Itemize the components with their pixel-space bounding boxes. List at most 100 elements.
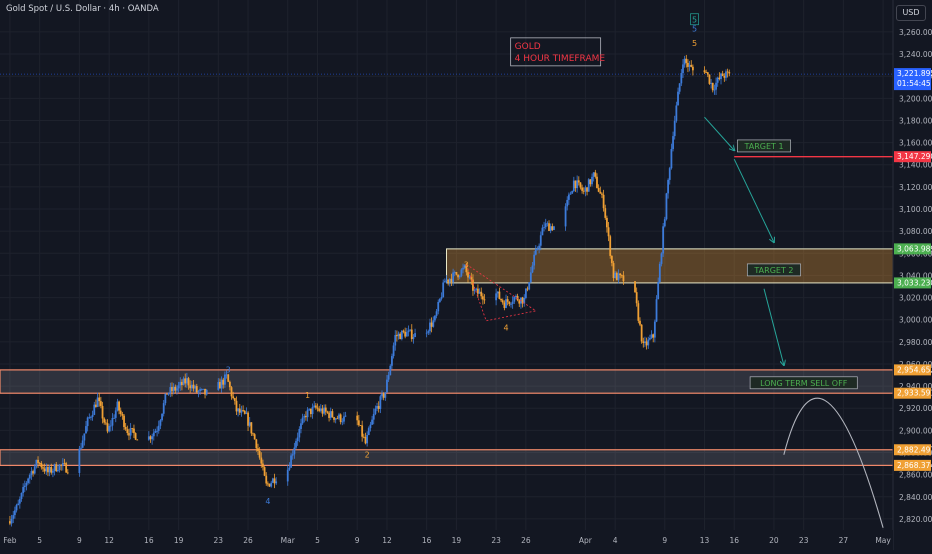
- candle-body: [457, 274, 459, 278]
- candle-body: [377, 406, 380, 409]
- target-label: LONG TERM SELL OFF: [760, 379, 848, 388]
- y-tick-label: 2,840.000: [899, 493, 932, 502]
- candle-body: [55, 464, 58, 472]
- candle-body: [15, 505, 18, 511]
- candle-body: [33, 466, 36, 474]
- candle-body: [412, 337, 415, 340]
- candle-body: [331, 411, 334, 418]
- candle-body: [668, 168, 671, 180]
- candle-body: [660, 253, 663, 264]
- candle-body: [427, 331, 430, 333]
- candle-body: [723, 75, 726, 78]
- candle-body: [460, 269, 463, 276]
- candle-body: [159, 420, 162, 426]
- candle-body: [472, 279, 474, 291]
- candle-body: [510, 303, 512, 305]
- candle-body: [667, 179, 669, 194]
- candle-body: [710, 82, 712, 84]
- candle-body: [480, 291, 483, 297]
- candle-body: [204, 388, 206, 395]
- candles: [9, 54, 731, 527]
- projection-arrow: [763, 288, 784, 365]
- candle-body: [677, 91, 679, 106]
- currency-button[interactable]: USD: [896, 5, 926, 21]
- candle-body: [606, 217, 608, 228]
- candle-body: [263, 467, 266, 476]
- candle-body: [364, 437, 367, 444]
- candle-body: [395, 335, 398, 337]
- y-tick-label: 2,940.000: [899, 382, 932, 391]
- x-tick-label: 26: [521, 536, 531, 545]
- candle-body: [650, 334, 653, 338]
- candle-body: [58, 464, 61, 471]
- x-tick-label: 5: [37, 536, 42, 545]
- candle-body: [400, 330, 403, 340]
- candle-body: [577, 180, 580, 183]
- x-tick-label: 5: [315, 536, 320, 545]
- candle-body: [265, 475, 268, 484]
- candle-body: [252, 433, 254, 435]
- price-label-bg: [894, 277, 931, 289]
- candle-body: [357, 420, 360, 426]
- candle-body: [617, 273, 620, 281]
- x-tick-label: 12: [104, 536, 114, 545]
- candle-body: [99, 401, 102, 406]
- candle-body: [728, 72, 731, 74]
- candle-body: [38, 462, 41, 464]
- candle-body: [670, 149, 673, 169]
- candle-body: [22, 487, 25, 493]
- y-tick-label: 3,000.000: [899, 316, 932, 325]
- candle-body: [662, 226, 665, 254]
- candle-body: [685, 58, 688, 63]
- candle-body: [301, 417, 304, 424]
- candle-body: [323, 407, 326, 414]
- wave-label: 5: [692, 39, 697, 48]
- candle-body: [65, 463, 68, 473]
- candle-body: [171, 387, 173, 392]
- candle-body: [187, 378, 190, 386]
- candle-body: [438, 298, 441, 302]
- candle-body: [539, 235, 542, 246]
- candle-body: [205, 389, 208, 395]
- candle-body: [339, 414, 342, 422]
- candle-body: [23, 485, 26, 488]
- candle-body: [227, 374, 230, 382]
- y-tick-label: 2,820.000: [899, 515, 932, 524]
- projection-arrow: [733, 158, 774, 242]
- candle-body: [296, 437, 299, 442]
- candle-body: [154, 431, 157, 433]
- candle-body: [582, 190, 585, 192]
- candle-body: [703, 70, 706, 73]
- candle-body: [642, 341, 645, 344]
- candle-body: [500, 298, 502, 301]
- candle-body: [96, 397, 99, 407]
- y-tick-label: 3,140.000: [899, 161, 932, 170]
- candle-body: [156, 430, 159, 432]
- candle-body: [381, 393, 383, 397]
- y-tick-label: 3,240.000: [899, 50, 932, 59]
- candle-body: [190, 384, 193, 389]
- candle-body: [708, 74, 711, 84]
- price-label-text: 3,147.290: [897, 152, 932, 161]
- candle-body: [128, 433, 130, 436]
- candle-body: [452, 272, 455, 283]
- candle-body: [690, 64, 693, 67]
- price-label-text: 2,882.497: [897, 445, 932, 454]
- candle-body: [262, 463, 264, 468]
- x-tick-label: 19: [174, 536, 184, 545]
- candle-body: [232, 396, 235, 399]
- candle-body: [405, 332, 408, 337]
- candle-body: [394, 335, 397, 346]
- candle-body: [10, 518, 13, 524]
- candle-body: [716, 77, 719, 83]
- candle-body: [435, 311, 438, 316]
- y-tick-label: 3,120.000: [899, 183, 932, 192]
- wave-label: 4: [503, 323, 508, 332]
- x-tick-label: Apr: [579, 536, 593, 545]
- candle-body: [586, 187, 588, 192]
- candle-body: [387, 375, 390, 380]
- candle-body: [376, 406, 378, 409]
- candle-body: [531, 265, 534, 273]
- candle-body: [581, 187, 584, 191]
